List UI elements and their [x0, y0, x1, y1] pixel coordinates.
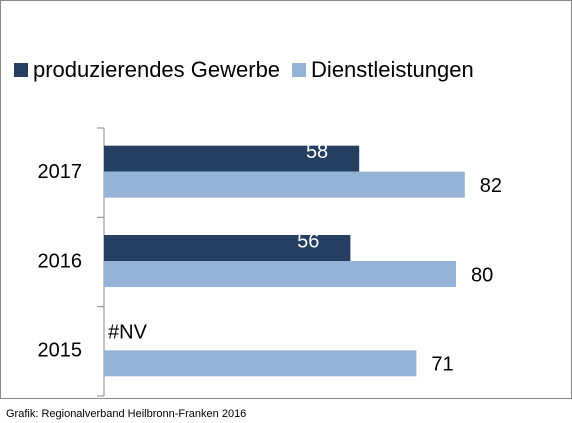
chart-frame — [0, 0, 572, 399]
value-label: 58 — [306, 141, 328, 163]
bar — [104, 171, 465, 198]
y-tick-label: 2017 — [38, 161, 83, 183]
source-note: Grafik: Regionalverband Heilbronn-Franke… — [6, 408, 246, 420]
bar — [104, 145, 360, 172]
y-tick-label: 2016 — [38, 250, 83, 272]
value-label: 56 — [297, 230, 319, 252]
y-tick-label: 2015 — [38, 340, 83, 362]
value-label: 71 — [431, 354, 453, 376]
legend-label: produzierendes Gewerbe — [33, 57, 280, 82]
legend-swatch — [14, 63, 28, 77]
legend-swatch — [292, 63, 307, 77]
value-label: 80 — [471, 264, 493, 286]
bar — [104, 235, 351, 261]
value-label: 82 — [480, 175, 502, 197]
bar — [104, 261, 456, 287]
bar — [104, 350, 417, 377]
legend-label: Dienstleistungen — [311, 57, 474, 82]
value-label: #NV — [108, 322, 148, 344]
